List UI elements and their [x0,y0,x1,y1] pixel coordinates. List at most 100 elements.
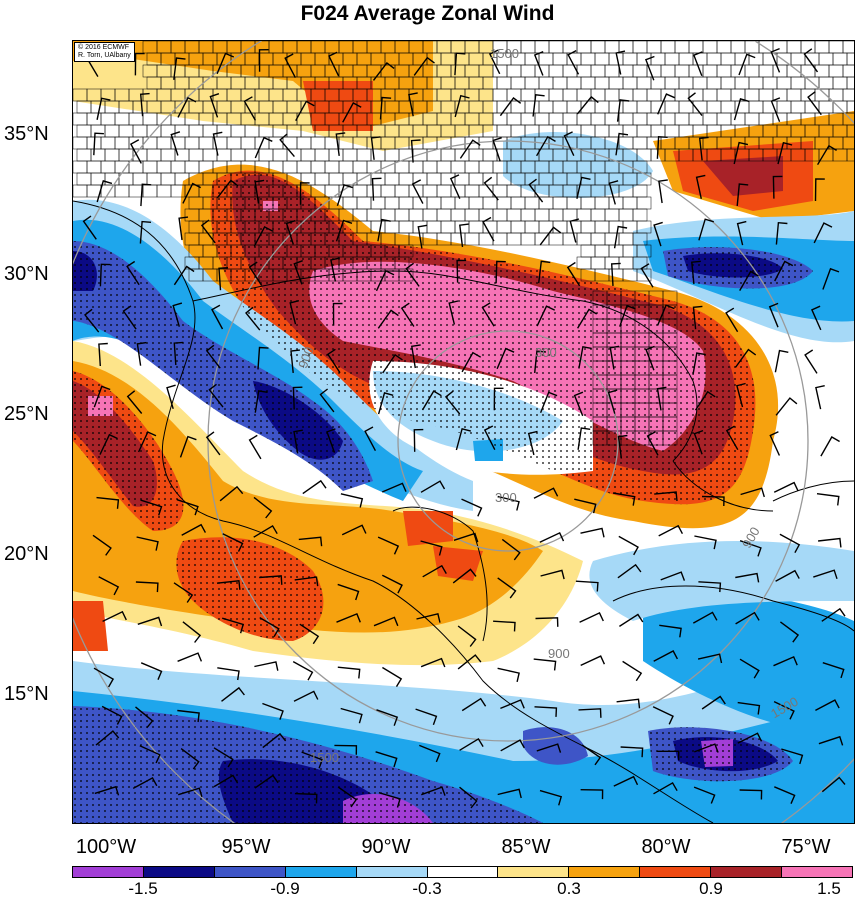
wind-barb [692,352,706,375]
wind-barb [617,434,628,459]
wind-barb [622,660,643,682]
wind-barb [737,732,763,744]
wind-barb [527,430,538,456]
wind-barb [612,492,636,506]
wind-barb [640,263,654,288]
wind-barb [84,308,100,333]
wind-barb [739,540,762,557]
wind-barb [653,650,679,662]
wind-barb [139,220,152,244]
shaded-wind-field [73,41,854,823]
wind-barb [488,49,501,75]
wind-barb [563,131,575,156]
wind-barb [457,625,477,647]
county-cell [846,100,854,114]
wind-barb [691,260,701,285]
wind-barb [254,774,279,789]
wind-barb [336,184,353,207]
wind-barb [461,498,483,517]
wind-barb [262,732,287,749]
wind-barb [82,215,97,240]
wind-barb [739,270,759,291]
wind-barb [421,786,446,796]
wind-barb [253,225,273,247]
wind-barb [822,267,840,290]
wind-barb [459,737,484,751]
wind-barb [816,144,837,166]
wind-barb [216,580,241,590]
wind-barb [500,739,525,752]
wind-barb [212,131,223,156]
wind-barb [99,433,118,455]
wind-barb [735,611,760,625]
wind-barb [693,786,716,804]
wind-barb [375,751,398,768]
wind-barb [456,259,467,283]
wind-barb [620,746,644,758]
wind-barb [777,141,793,165]
wind-barb [459,139,481,159]
colorbar-swatch [285,867,357,877]
wind-barb [98,342,108,367]
wind-barb [725,307,739,333]
wind-barb [302,479,327,495]
wind-barb [96,97,111,120]
wind-barb [340,707,363,724]
stipple-w [73,241,373,491]
wind-barb [616,99,630,122]
wind-barb [176,499,199,516]
wind-barb [335,219,353,242]
wind-barb [692,611,718,624]
wind-barb [93,385,111,408]
wind-barb [180,748,200,770]
wind-barb [217,667,240,681]
wind-barb [656,750,680,761]
wind-barb [821,607,846,622]
wind-barb [613,225,628,249]
wind-barb [289,300,300,325]
wind-barb [137,431,157,453]
wind-barb [814,178,825,202]
wind-barb [619,304,636,327]
wind-barb [810,305,822,331]
contour-label: 300 [535,345,557,360]
stipple-mx-2 [176,537,324,641]
wind-barb [129,139,142,164]
wind-barb [734,348,757,368]
wind-barb [822,662,845,679]
wind-barb [774,349,789,373]
wind-barb [213,747,234,768]
wind-barb [285,220,296,245]
wind-barb [820,436,840,457]
wind-barb [422,564,447,578]
contour-label: 900 [548,646,570,661]
colorbar-swatch [782,867,852,877]
wind-barb [213,774,239,788]
wind-barb [644,55,655,81]
wind-barb [370,136,381,160]
wind-barb [102,610,127,623]
wind-barb [259,575,283,585]
wind-barb [140,662,163,680]
wind-barb [293,260,303,285]
wind-barb [658,179,668,204]
wind-barb [96,180,113,203]
lon-label-75w: 75°W [781,836,831,858]
wind-barb [292,386,303,410]
wind-barb [774,260,794,282]
wind-barb [218,267,229,291]
lat-label-15: 15°N [4,683,49,705]
wind-barb [495,260,506,284]
wind-barb [532,94,545,117]
wind-barb [457,654,482,670]
wind-barb [420,480,446,493]
wind-barb [373,616,399,627]
credit-line-2: R. Torn, UAlbany [78,52,131,59]
wind-barb [332,302,343,326]
wind-barb [415,708,438,726]
wind-barb [177,96,197,118]
wind-barb [137,616,163,627]
wind-barb [411,179,424,204]
wind-barb [177,652,203,662]
wind-barb [262,702,284,720]
